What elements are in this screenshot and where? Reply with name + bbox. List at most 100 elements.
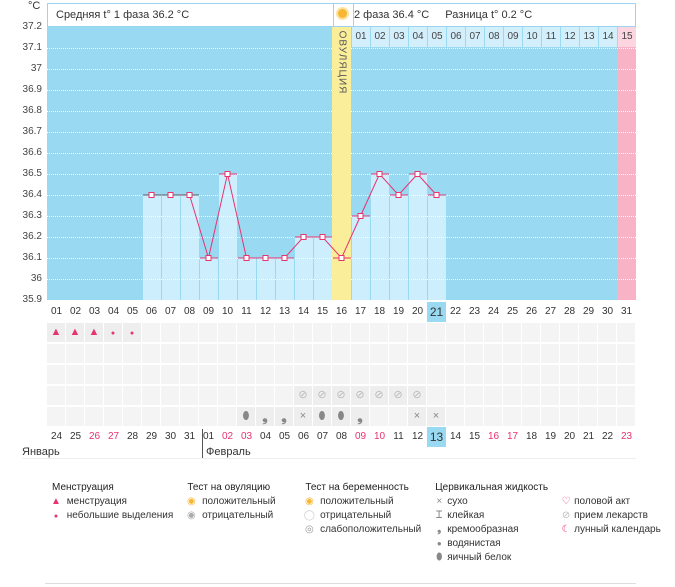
mark-cell[interactable] [237,344,255,363]
mark-cell[interactable] [47,344,65,363]
mark-cell[interactable] [123,407,141,426]
mark-cell[interactable] [541,344,559,363]
mark-cell[interactable] [104,344,122,363]
mark-cell[interactable] [465,365,483,384]
mark-cell[interactable] [446,407,464,426]
date-cell[interactable]: 23 [620,431,633,442]
mark-cell[interactable] [598,407,616,426]
date-cell[interactable]: 28 [126,431,139,442]
mark-cell[interactable] [218,407,236,426]
mark-cell[interactable] [218,365,236,384]
mark-cell[interactable] [66,365,84,384]
mark-cell[interactable] [579,323,597,342]
cycle-day-22[interactable]: 22 [449,306,462,317]
mark-cell[interactable] [560,386,578,405]
cycle-day-05[interactable]: 05 [126,306,139,317]
cycle-day-07[interactable]: 07 [164,306,177,317]
mark-cell[interactable] [370,407,388,426]
mark-cell[interactable] [313,365,331,384]
mark-cell[interactable]: ⊘ [351,386,369,405]
cycle-day-31[interactable]: 31 [620,306,633,317]
mark-cell[interactable] [218,323,236,342]
mark-cell[interactable] [522,365,540,384]
cycle-day-25[interactable]: 25 [506,306,519,317]
cycle-day-03[interactable]: 03 [88,306,101,317]
mark-cell[interactable] [389,344,407,363]
mark-cell[interactable]: × [427,407,445,426]
mark-cell[interactable] [541,323,559,342]
mark-cell[interactable] [503,323,521,342]
mark-cell[interactable]: ❟ [275,407,293,426]
date-cell[interactable]: 20 [563,431,576,442]
mark-cell[interactable] [218,386,236,405]
mark-cell[interactable]: ⬮ [237,407,255,426]
temperature-point[interactable] [338,255,345,261]
temperature-point[interactable] [395,192,402,198]
cycle-day-18[interactable]: 18 [373,306,386,317]
mark-cell[interactable] [332,365,350,384]
mark-cell[interactable] [389,365,407,384]
cycle-day-14[interactable]: 14 [297,306,310,317]
mark-cell[interactable] [237,323,255,342]
mark-cell[interactable] [275,323,293,342]
mark-cell[interactable] [446,344,464,363]
date-cell[interactable]: 18 [525,431,538,442]
mark-cell[interactable] [370,323,388,342]
mark-cell[interactable] [180,323,198,342]
mark-cell[interactable]: × [408,407,426,426]
mark-cell[interactable] [541,365,559,384]
mark-cell[interactable] [256,386,274,405]
cycle-day-01[interactable]: 01 [50,306,63,317]
date-cell[interactable]: 17 [506,431,519,442]
mark-cell[interactable] [47,365,65,384]
mark-cell[interactable] [85,344,103,363]
temperature-point[interactable] [186,192,193,198]
mark-cell[interactable] [104,407,122,426]
mark-cell[interactable] [522,386,540,405]
mark-cell[interactable] [85,386,103,405]
date-cell[interactable]: 22 [601,431,614,442]
date-cell[interactable]: 24 [50,431,63,442]
mark-cell[interactable] [617,323,635,342]
mark-cell[interactable]: ⬮ [332,407,350,426]
date-cell[interactable]: 13 [427,427,446,447]
mark-cell[interactable]: ⊘ [389,386,407,405]
mark-cell[interactable] [142,365,160,384]
mark-cell[interactable] [275,386,293,405]
temperature-point[interactable] [148,192,155,198]
mark-cell[interactable] [351,365,369,384]
cycle-day-20[interactable]: 20 [411,306,424,317]
mark-cell[interactable] [199,344,217,363]
mark-cell[interactable] [560,365,578,384]
mark-cell[interactable] [370,344,388,363]
mark-cell[interactable] [256,344,274,363]
mark-cell[interactable] [522,323,540,342]
mark-cell[interactable] [503,386,521,405]
mark-cell[interactable]: ⊘ [370,386,388,405]
mark-cell[interactable] [237,386,255,405]
mark-cell[interactable] [408,365,426,384]
mark-cell[interactable] [313,323,331,342]
date-cell[interactable]: 16 [487,431,500,442]
date-cell[interactable]: 27 [107,431,120,442]
mark-cell[interactable] [579,386,597,405]
mark-cell[interactable] [522,344,540,363]
mark-cell[interactable] [161,365,179,384]
mark-cell[interactable] [161,407,179,426]
mark-cell[interactable] [294,344,312,363]
mark-cell[interactable] [484,365,502,384]
mark-cell[interactable] [180,365,198,384]
mark-cell[interactable] [503,365,521,384]
mark-cell[interactable]: ⬮ [313,407,331,426]
mark-cell[interactable] [541,386,559,405]
mark-cell[interactable]: ▲ [47,323,65,342]
mark-cell[interactable] [66,407,84,426]
date-cell[interactable]: 06 [297,431,310,442]
mark-cell[interactable] [446,386,464,405]
mark-cell[interactable] [85,407,103,426]
mark-cell[interactable] [199,407,217,426]
date-cell[interactable]: 05 [278,431,291,442]
mark-cell[interactable] [598,323,616,342]
date-cell[interactable]: 01 [202,431,215,442]
date-cell[interactable]: 19 [544,431,557,442]
